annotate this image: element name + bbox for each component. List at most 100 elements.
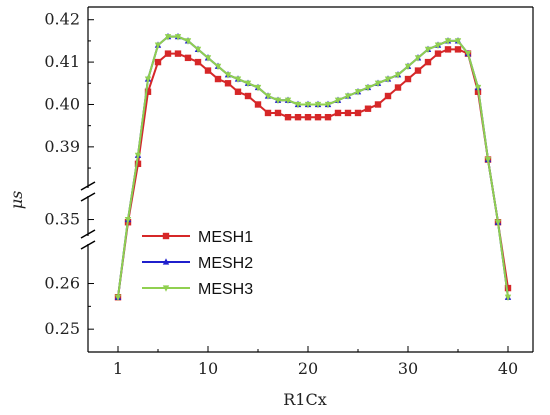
data-point [374,101,382,108]
data-point [364,84,372,92]
data-point [414,55,422,62]
data-point [214,75,222,83]
data-point [224,72,232,79]
y-axis-title: μs [7,191,26,210]
data-point [404,75,412,83]
data-point [414,67,422,74]
x-tick-label: 1 [113,359,123,378]
series-line [117,48,509,298]
axis-break-mark [80,229,96,239]
data-point [204,67,212,74]
data-point [454,46,462,53]
data-point [234,76,242,83]
data-point [454,38,462,45]
data-point [484,156,492,164]
data-point [434,42,442,49]
data-point [354,109,362,117]
axis-break-mark [80,240,96,250]
x-tick-label: 30 [398,359,418,378]
data-point [334,97,342,105]
legend-item-mesh1: MESH1 [142,229,253,246]
x-tick-label: 10 [198,359,218,378]
data-point [344,93,352,100]
data-point [304,113,312,121]
x-tick-label: 20 [298,359,318,378]
data-point [314,113,322,121]
y-tick-label: 0.42 [44,10,80,29]
legend: MESH1 MESH2 MESH3 [142,229,253,298]
x-axis-title: R1Cx [283,390,327,409]
y-tick-label: 0.25 [44,319,80,338]
data-point [124,216,132,224]
y-tick-label: 0.41 [44,52,80,71]
y-tick-label: 0.40 [44,94,80,113]
data-point [434,50,442,57]
data-point [504,284,512,292]
data-point [384,76,392,83]
data-point [494,219,502,227]
data-point [294,113,302,121]
data-point [314,101,322,109]
data-point [214,63,222,71]
series-line [117,35,509,298]
data-point [394,84,402,91]
data-point [244,92,252,100]
data-point [364,105,372,112]
data-point [144,76,152,83]
data-point [274,97,282,105]
axis-break-mark [80,192,96,202]
legend-label: MESH1 [198,229,253,246]
legend-label: MESH3 [198,281,253,298]
data-point [324,101,332,109]
data-point [264,109,272,117]
data-point [164,50,172,57]
data-point [162,258,170,265]
x-tick-label: 40 [498,359,518,378]
data-point [284,97,292,105]
data-point [244,80,252,88]
data-point [114,294,122,302]
data-point [374,80,382,88]
data-point [444,38,452,45]
data-point [134,160,142,168]
data-point [144,88,152,95]
y-tick-label: 0.35 [44,210,80,229]
data-point [334,109,342,117]
data-point [154,42,162,49]
series-line [117,35,509,298]
legend-item-mesh3: MESH3 [142,281,253,298]
data-point [184,54,192,62]
data-point [474,84,482,92]
data-point [404,63,412,71]
data-point [234,88,242,95]
data-point [304,101,312,109]
data-point [444,46,452,53]
data-point [424,58,432,66]
data-point [162,232,170,240]
data-point [464,51,472,58]
data-point [274,109,282,117]
y-tick-label: 0.26 [44,274,80,293]
data-point [264,93,272,100]
legend-label: MESH2 [198,255,253,272]
axis-break-mark [80,181,96,191]
data-point [504,294,512,302]
series-mesh3 [114,34,512,302]
axes: 0.39 0.40 0.41 0.42 0.35 0.25 0.26 1 10 20 30 40 [44,6,534,378]
legend-item-mesh2: MESH2 [142,255,253,272]
data-point [354,89,362,96]
y-tick-label: 0.39 [44,137,80,156]
data-point [162,285,170,292]
data-point [284,113,292,121]
data-point [204,55,212,62]
data-point [394,72,402,79]
data-point [254,101,262,108]
data-point [384,92,392,100]
data-point [194,58,202,66]
data-point [134,152,142,160]
data-point [424,46,432,54]
data-point [174,34,182,41]
series-layer [114,32,512,302]
data-point [344,109,352,117]
